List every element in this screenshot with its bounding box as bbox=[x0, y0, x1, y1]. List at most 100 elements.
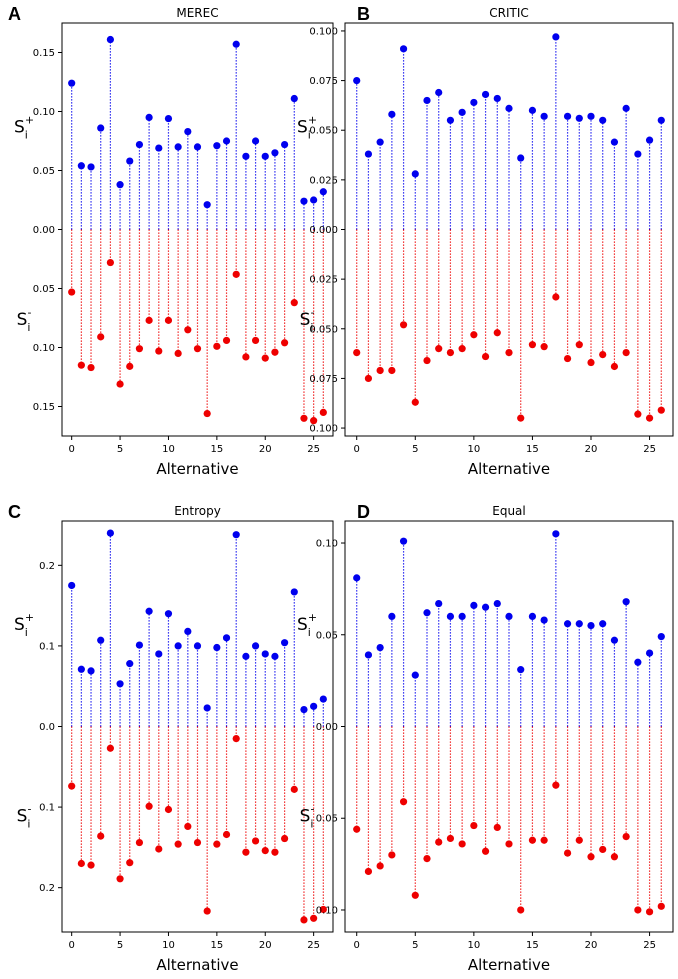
positive-point bbox=[232, 531, 240, 539]
negative-point bbox=[364, 867, 373, 876]
x-tick-label: 25 bbox=[307, 444, 320, 455]
negative-point bbox=[552, 781, 560, 789]
x-tick-label: 20 bbox=[585, 940, 598, 951]
negative-point bbox=[300, 916, 308, 924]
positive-point bbox=[193, 143, 202, 151]
positive-point bbox=[552, 530, 560, 538]
positive-point bbox=[528, 106, 537, 114]
negative-point bbox=[184, 822, 192, 831]
negative-point bbox=[563, 849, 572, 857]
x-tick-label: 20 bbox=[259, 940, 272, 951]
negative-point bbox=[446, 349, 455, 357]
negative-point bbox=[300, 414, 308, 422]
negative-point bbox=[126, 362, 134, 370]
positive-point bbox=[446, 612, 455, 621]
positive-point bbox=[657, 116, 665, 124]
positive-point bbox=[193, 642, 202, 650]
positive-point bbox=[126, 157, 134, 165]
positive-point bbox=[222, 137, 231, 145]
positive-point bbox=[645, 649, 654, 657]
negative-point bbox=[353, 349, 361, 357]
negative-point bbox=[364, 374, 373, 383]
positive-point bbox=[203, 704, 211, 712]
positive-point bbox=[411, 170, 419, 178]
y-tick-label: 0.1 bbox=[39, 641, 55, 652]
negative-point bbox=[310, 417, 318, 425]
negative-ylabel: Si - bbox=[17, 802, 32, 830]
negative-point bbox=[399, 798, 408, 806]
x-axis-label: Alternative bbox=[468, 956, 550, 974]
chart-title: MEREC bbox=[176, 6, 218, 20]
positive-point bbox=[575, 620, 583, 628]
negative-point bbox=[116, 380, 124, 388]
positive-ylabel-sup: + bbox=[308, 611, 317, 624]
y-tick-label: 0.15 bbox=[33, 402, 55, 413]
negative-point bbox=[435, 838, 443, 846]
positive-point bbox=[423, 96, 431, 105]
negative-point bbox=[106, 258, 114, 267]
y-tick-label: 0.050 bbox=[309, 324, 338, 335]
negative-point bbox=[271, 848, 279, 856]
negative-point bbox=[528, 836, 537, 844]
negative-point bbox=[599, 845, 607, 854]
x-tick-label: 25 bbox=[307, 940, 320, 951]
negative-point bbox=[116, 875, 124, 883]
negative-point bbox=[446, 834, 455, 843]
y-tick-label: 0.10 bbox=[33, 343, 55, 354]
positive-point bbox=[364, 150, 373, 158]
positive-point bbox=[505, 612, 513, 621]
negative-point bbox=[213, 840, 221, 848]
positive-ylabel-sub: i bbox=[25, 626, 28, 639]
y-tick-label: 0.10 bbox=[316, 539, 338, 550]
negative-point bbox=[540, 343, 548, 351]
negative-point bbox=[174, 840, 182, 848]
negative-point bbox=[232, 270, 240, 278]
negative-point bbox=[174, 349, 182, 357]
positive-point bbox=[300, 705, 308, 714]
positive-point bbox=[135, 140, 144, 149]
negative-point bbox=[251, 837, 260, 845]
negative-point bbox=[281, 834, 289, 843]
y-tick-label: 0.1 bbox=[39, 803, 55, 814]
negative-ylabel-main: S bbox=[300, 806, 311, 826]
negative-point bbox=[251, 336, 260, 345]
positive-point bbox=[155, 144, 163, 152]
positive-point bbox=[575, 114, 583, 122]
negative-point bbox=[622, 832, 630, 841]
negative-point bbox=[68, 288, 76, 296]
negative-point bbox=[563, 354, 572, 363]
negative-point bbox=[135, 345, 144, 353]
positive-point bbox=[242, 652, 250, 660]
x-tick-label: 15 bbox=[210, 940, 223, 951]
positive-ylabel-main: S bbox=[14, 615, 25, 635]
negative-point bbox=[135, 838, 144, 847]
positive-point bbox=[353, 76, 361, 85]
positive-point bbox=[319, 695, 327, 703]
negative-point bbox=[657, 406, 665, 414]
positive-point bbox=[87, 667, 95, 675]
positive-point bbox=[399, 537, 408, 545]
positive-point bbox=[87, 163, 95, 171]
positive-point bbox=[505, 104, 513, 112]
negative-point bbox=[164, 805, 173, 814]
negative-point bbox=[552, 293, 560, 301]
panel-letter: C bbox=[8, 502, 21, 522]
positive-point bbox=[155, 650, 163, 658]
positive-point bbox=[68, 581, 76, 590]
negative-point bbox=[645, 908, 654, 916]
x-tick-label: 0 bbox=[354, 940, 360, 951]
positive-point bbox=[610, 138, 619, 146]
positive-point bbox=[174, 143, 182, 151]
positive-point bbox=[388, 110, 396, 118]
negative-point bbox=[493, 823, 501, 832]
positive-point bbox=[423, 609, 431, 617]
negative-point bbox=[261, 847, 269, 855]
x-tick-label: 10 bbox=[162, 940, 175, 951]
positive-point bbox=[481, 603, 490, 611]
negative-point bbox=[68, 782, 76, 790]
negative-ylabel-main: S bbox=[17, 310, 28, 330]
y-tick-label: 0.025 bbox=[309, 275, 338, 286]
positive-point bbox=[517, 666, 525, 674]
negative-point bbox=[599, 350, 607, 359]
